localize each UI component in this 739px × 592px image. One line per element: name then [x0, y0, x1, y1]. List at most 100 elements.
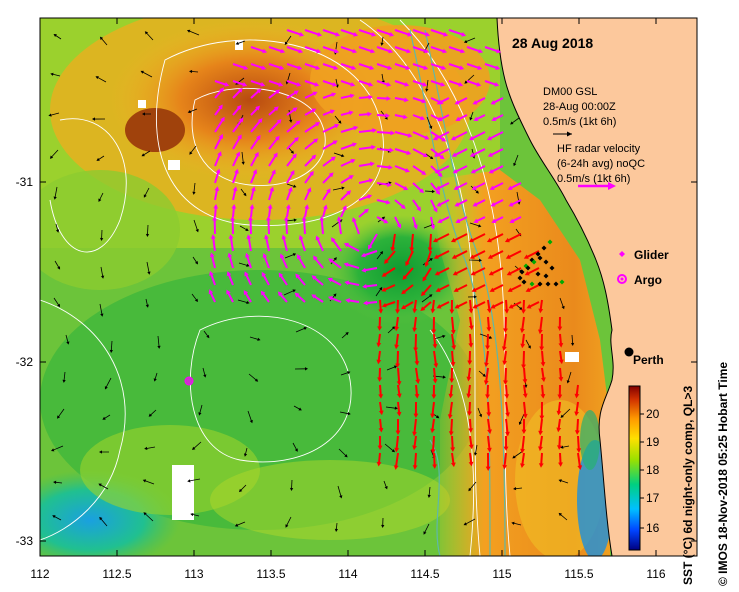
model-arrow — [283, 290, 295, 296]
glider-point — [525, 265, 531, 271]
hf-arrow-head — [494, 82, 500, 87]
model-arrow — [236, 521, 246, 526]
hf-arrow-red — [396, 299, 399, 312]
hf-arrow-red — [450, 418, 453, 434]
hf-arrow-red-head — [393, 465, 399, 470]
model-arrow-head — [243, 453, 248, 457]
hf-arrow-head — [363, 300, 368, 306]
hf-arrow — [304, 172, 314, 184]
model-arrow-head — [475, 190, 479, 194]
hf-arrow-head — [311, 275, 317, 280]
model-arrow — [332, 187, 344, 191]
hf-arrow-head — [407, 133, 413, 138]
model-arrow — [469, 481, 477, 491]
model-arrow-head — [246, 263, 250, 267]
velocity-arrows — [48, 29, 583, 535]
hf-arrow-red — [505, 401, 509, 415]
hf-arrow-red — [452, 233, 468, 242]
hf-arrow — [412, 131, 428, 140]
hf-arrow — [358, 179, 372, 184]
model-arrow-head — [100, 313, 104, 317]
hf-arrow-head — [367, 111, 372, 117]
hf-arrow-head — [260, 290, 266, 296]
model-arrow — [99, 303, 103, 316]
hf-arrow — [376, 165, 391, 169]
hf-arrow — [340, 191, 350, 201]
hf-arrow-red — [559, 452, 562, 465]
hf-arrow — [376, 29, 392, 36]
model-arrow — [240, 188, 246, 196]
hf-arrow-head — [351, 65, 357, 70]
hf-arrow-red-head — [422, 276, 427, 282]
hf-arrow-head — [251, 186, 256, 192]
model-arrow — [477, 407, 482, 416]
model-arrow — [424, 42, 430, 52]
model-arrow — [559, 297, 564, 308]
model-arrow-head — [347, 411, 351, 416]
hf-arrow-red-head — [452, 271, 458, 276]
hf-arrow-head — [406, 150, 412, 156]
hf-arrow-red — [391, 233, 396, 250]
hf-arrow-head — [496, 48, 502, 54]
hf-arrow — [304, 122, 319, 133]
hf-arrow — [412, 165, 425, 175]
model-arrow-head — [192, 446, 196, 450]
model-arrow-head — [341, 186, 345, 190]
model-arrow-head — [147, 271, 151, 275]
hf-arrow-red-head — [556, 410, 562, 416]
hf-arrow-red-head — [504, 309, 510, 314]
hf-arrow-red — [575, 384, 579, 396]
plot-frame — [39, 17, 698, 557]
hf-arrow-head — [280, 48, 286, 54]
colorbar: 16 17 18 19 20 SST (°C) 6d night-only co… — [628, 385, 695, 585]
model-arrow-head — [192, 191, 196, 195]
hf-arrow-red — [379, 384, 382, 397]
hf-arrow-head — [470, 169, 476, 174]
hf-arrow — [470, 131, 486, 140]
model-arrow-head — [298, 407, 302, 411]
perth-label: Perth — [633, 353, 664, 367]
hf-arrow-red — [472, 267, 486, 275]
hf-arrow-red-head — [522, 393, 528, 399]
model-arrow-head — [55, 229, 60, 233]
hf-arrow — [209, 291, 216, 303]
hf-arrow-head — [334, 48, 340, 54]
model-arrow-head — [62, 379, 66, 383]
hf-arrow-head — [390, 130, 395, 136]
model-arrow — [285, 35, 292, 44]
hf-arrow-red-head — [468, 343, 474, 348]
model-arrow — [54, 186, 58, 199]
hf-arrow-red — [471, 250, 486, 259]
hf-arrow-head — [420, 115, 426, 121]
hf-arrow-red-head — [520, 328, 525, 334]
model-arrow-head — [234, 523, 239, 527]
model-legend-line: 28-Aug 00:00Z — [543, 101, 616, 113]
hf-arrow-red-head — [574, 430, 580, 435]
hf-arrow-head — [246, 234, 252, 240]
hf-arrow-red-head — [409, 247, 415, 252]
hf-arrow — [484, 63, 498, 70]
model-arrow — [96, 76, 107, 83]
hf-arrow-red-head — [450, 447, 456, 452]
hf-arrow-red-head — [394, 326, 400, 332]
model-arrow — [237, 40, 246, 45]
model-arrow — [335, 522, 338, 531]
x-tick-label: 112.5 — [102, 567, 131, 581]
hf-arrow-head — [243, 290, 249, 296]
model-arrow-head — [510, 121, 514, 125]
hf-arrow — [304, 80, 318, 86]
hf-arrow — [340, 46, 355, 53]
argo-legend-label: Argo — [634, 273, 662, 287]
glider-point — [529, 281, 535, 287]
hf-arrow-head — [330, 156, 336, 162]
hf-arrow-head — [472, 202, 478, 207]
hf-arrow-red-head — [450, 362, 456, 367]
hf-arrow-red-head — [501, 346, 507, 352]
hf-arrow-red-head — [576, 448, 582, 453]
hf-arrow-red-head — [405, 261, 410, 267]
hf-arrow-head — [367, 194, 373, 199]
hf-arrow-red — [469, 452, 473, 464]
hf-arrow-red-head — [557, 326, 563, 331]
hf-arrow-head — [400, 204, 406, 209]
hf-arrow-red — [402, 284, 414, 294]
